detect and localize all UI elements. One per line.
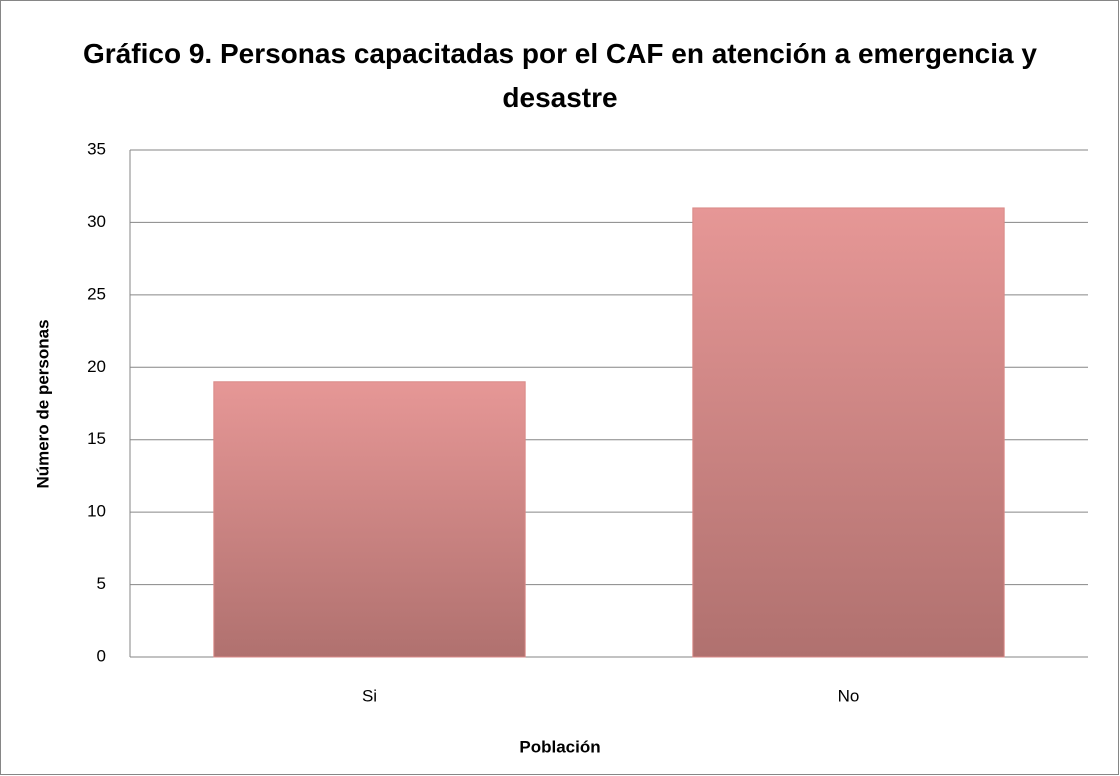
x-tick-label: No [838, 686, 860, 705]
y-tick-label: 35 [87, 139, 106, 158]
y-tick-label: 20 [87, 357, 106, 376]
x-tick-label: Si [362, 686, 377, 705]
bar [692, 207, 1005, 658]
y-tick-label: 5 [97, 574, 106, 593]
y-tick-label: 25 [87, 284, 106, 303]
chart-title: Gráfico 9. Personas capacitadas por el C… [83, 38, 1037, 113]
x-axis-label: Población [519, 737, 600, 756]
y-tick-label: 15 [87, 429, 106, 448]
y-tick-label: 0 [97, 646, 106, 665]
y-axis-label: Número de personas [33, 319, 52, 488]
y-tick-label: 10 [87, 502, 106, 521]
y-tick-label: 30 [87, 212, 106, 231]
bar [213, 381, 526, 658]
